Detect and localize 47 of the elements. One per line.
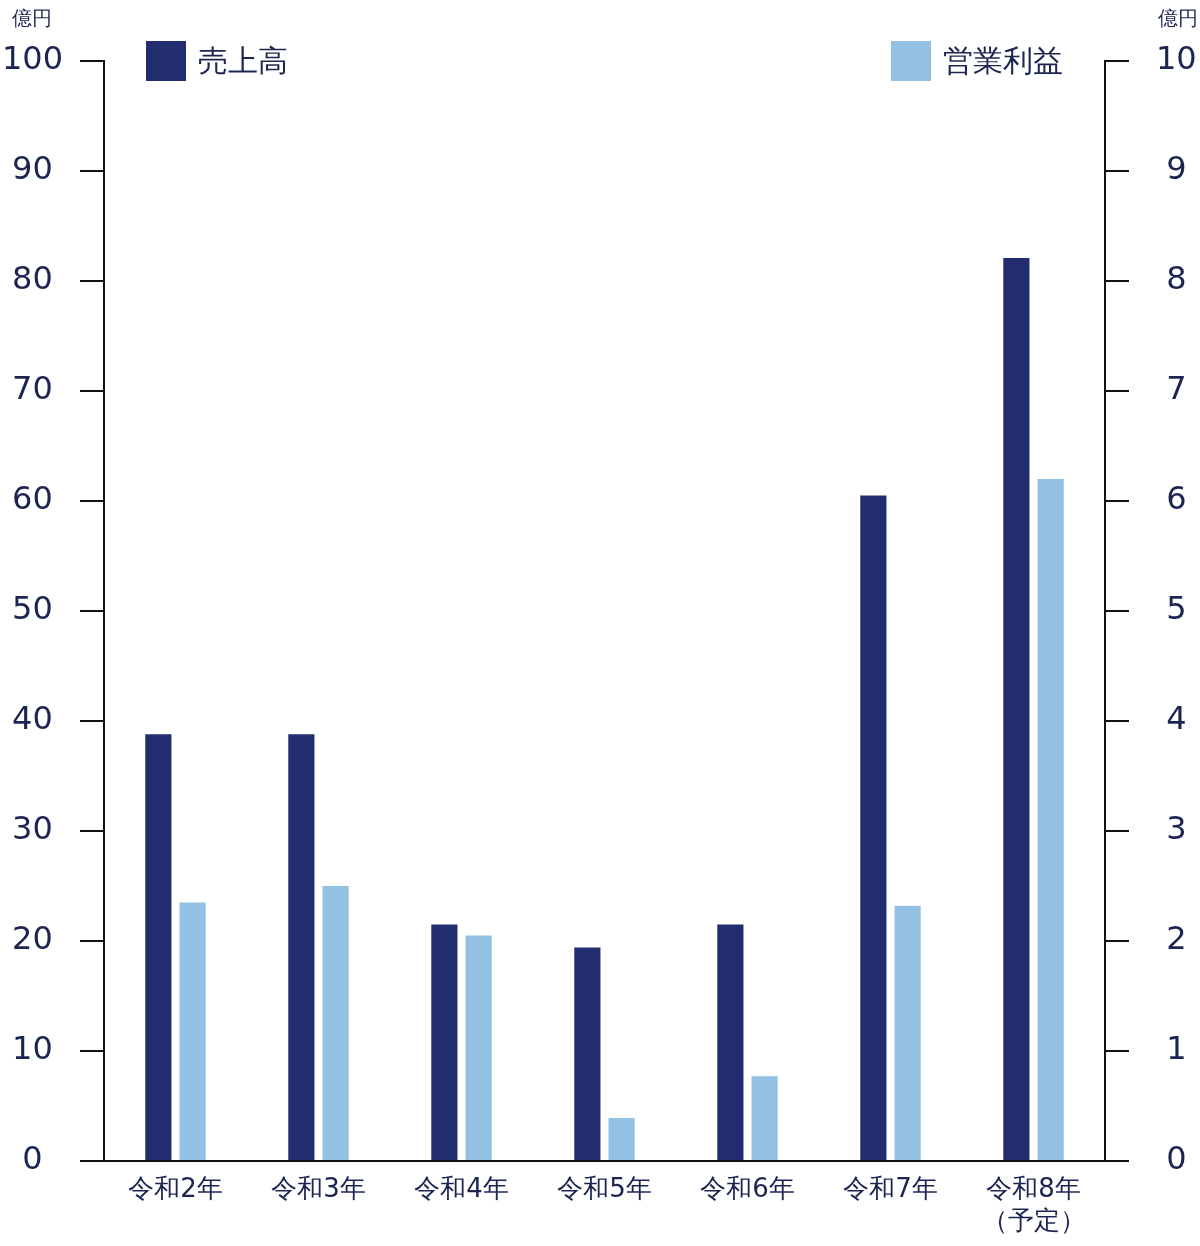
y-tick-label: 80 [12, 259, 53, 298]
y-tick-label: 30 [12, 809, 53, 848]
bar [465, 935, 492, 1160]
y2-tick-label: 9 [1166, 149, 1187, 188]
y-tick-label: 10 [12, 1029, 53, 1068]
x-tick-label: 令和7年 [843, 1173, 938, 1204]
y-tick-label: 100 [1, 39, 63, 78]
y-tick-label: 60 [12, 479, 53, 518]
bar [288, 734, 315, 1160]
legend-label: 売上高 [198, 42, 288, 78]
y2-tick-label: 7 [1166, 369, 1187, 408]
x-tick-label: 令和8年（予定） [981, 1173, 1086, 1235]
bar [574, 947, 601, 1160]
y2-tick-label: 2 [1166, 919, 1187, 958]
bar [431, 924, 458, 1160]
y2-tick-label: 6 [1166, 479, 1187, 518]
bar [322, 886, 349, 1160]
y-tick-label: 90 [12, 149, 53, 188]
bar [1037, 479, 1064, 1160]
x-tick-label: 令和5年 [557, 1173, 652, 1204]
bar [894, 905, 921, 1160]
y-tick-label: 0 [22, 1139, 43, 1178]
bar [145, 734, 172, 1160]
x-tick-label: 令和6年 [700, 1173, 795, 1204]
y2-axis-title: 億円 [1158, 6, 1198, 31]
x-tick-label: 令和4年 [414, 1173, 509, 1204]
bar [179, 902, 206, 1160]
y-tick-label: 20 [12, 919, 53, 958]
y-axis-title: 億円 [11, 6, 52, 31]
bar [751, 1076, 778, 1160]
y2-tick-label: 0 [1166, 1139, 1187, 1178]
bar [608, 1118, 635, 1160]
bar [1003, 257, 1030, 1160]
y-tick-label: 50 [12, 589, 53, 628]
legend-label: 営業利益 [943, 42, 1063, 78]
y-tick-label: 40 [12, 699, 53, 738]
y2-tick-label: 8 [1166, 259, 1187, 298]
x-tick-label: 令和2年 [128, 1173, 223, 1204]
y2-tick-label: 4 [1166, 699, 1187, 738]
bar [860, 495, 887, 1160]
y2-tick-label: 5 [1166, 589, 1187, 628]
y2-tick-label: 3 [1166, 809, 1187, 848]
y2-tick-label: 1 [1166, 1029, 1187, 1068]
y-tick-label: 70 [12, 369, 53, 408]
y2-tick-label: 10 [1156, 39, 1197, 78]
x-tick-label: 令和3年 [271, 1173, 366, 1204]
bar [717, 924, 744, 1160]
